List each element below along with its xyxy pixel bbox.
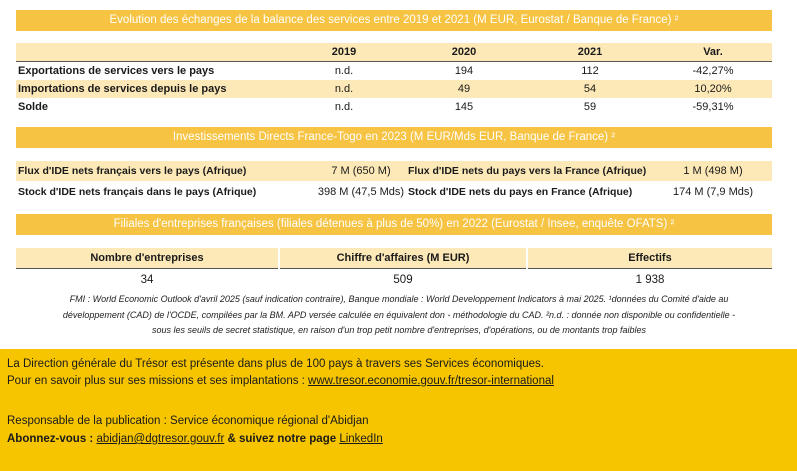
note-line: développement (CAD) de l'OCDE, compilées… xyxy=(62,309,736,320)
footer-more-info: Pour en savoir plus sur ses missions et … xyxy=(7,373,554,390)
ide-row: Stock d'IDE nets français dans le pays (… xyxy=(16,182,772,202)
section3-title: Filiales d'entreprises françaises (filia… xyxy=(16,214,772,235)
ide-label-fr-flux: Flux d'IDE nets français vers le pays (A… xyxy=(18,165,247,177)
note-line: FMI : World Economic Outlook d'avril 202… xyxy=(69,294,729,304)
filiales-header-staff: Effectifs xyxy=(528,248,772,269)
cell-var: 10,20% xyxy=(694,83,732,95)
email-link[interactable]: abidjan@dgtresor.gouv.fr xyxy=(96,433,225,445)
header-2019: 2019 xyxy=(331,46,357,58)
section1-header-row: 2019 2020 2021 Var. xyxy=(16,43,772,62)
follow-label: & suivez notre page xyxy=(224,433,340,445)
cell-var: -42,27% xyxy=(692,65,734,77)
cell-2021: 112 xyxy=(581,65,599,77)
cell-var: -59,31% xyxy=(692,101,734,113)
cell-2021: 54 xyxy=(583,83,597,95)
subscribe-label: Abonnez-vous : xyxy=(7,433,97,445)
tresor-international-link[interactable]: www.tresor.economie.gouv.fr/tresor-inter… xyxy=(308,375,554,387)
footer-subscribe: Abonnez-vous : abidjan@dgtresor.gouv.fr … xyxy=(7,431,383,448)
ide-row: Flux d'IDE nets français vers le pays (A… xyxy=(16,161,772,181)
section2-title: Investissements Directs France-Togo en 2… xyxy=(16,127,772,148)
footer-panel: La Direction générale du Trésor est prés… xyxy=(0,349,797,471)
footer-intro: La Direction générale du Trésor est prés… xyxy=(7,358,544,370)
cell-2019: n.d. xyxy=(334,65,354,77)
header-2020: 2020 xyxy=(451,46,477,58)
cell-2019: n.d. xyxy=(334,101,354,113)
note-line: sous les seuils de secret statistique, e… xyxy=(152,325,646,335)
row-label: Solde xyxy=(18,101,48,113)
filiales-header-revenue: Chiffre d'affaires (M EUR) xyxy=(280,248,526,269)
ide-label-pays-flux: Flux d'IDE nets du pays vers la France (… xyxy=(408,165,647,177)
header-2021: 2021 xyxy=(577,46,603,58)
filiales-value-staff: 1 938 xyxy=(635,274,665,286)
filiales-value-revenue: 509 xyxy=(393,274,413,286)
table-row: Importations de services depuis le pays … xyxy=(16,80,772,98)
table-row: Solde n.d. 145 59 -59,31% xyxy=(16,98,772,116)
cell-2021: 59 xyxy=(583,101,597,113)
filiales-value-count: 34 xyxy=(140,274,154,286)
source-notes: FMI : World Economic Outlook d'avril 202… xyxy=(6,292,792,339)
filiales-header-count: Nombre d'entreprises xyxy=(16,248,278,269)
cell-2020: 145 xyxy=(454,101,474,113)
cell-2020: 49 xyxy=(457,83,471,95)
header-var: Var. xyxy=(703,46,723,58)
cell-2019: n.d. xyxy=(334,83,354,95)
ide-value-fr-stock: 398 M (47,5 Mds) xyxy=(317,186,405,198)
linkedin-link[interactable]: LinkedIn xyxy=(339,433,383,445)
section1-title: Evolution des échanges de la balance des… xyxy=(16,10,772,31)
ide-value-fr-flux: 7 M (650 M) xyxy=(331,165,391,177)
table-row: Exportations de services vers le pays n.… xyxy=(16,62,772,80)
cell-2020: 194 xyxy=(454,65,474,77)
ide-value-pays-stock: 174 M (7,9 Mds) xyxy=(672,186,754,198)
ide-label-fr-stock: Stock d'IDE nets français dans le pays (… xyxy=(18,186,257,198)
footer-publisher: Responsable de la publication : Service … xyxy=(7,415,369,427)
footer-more-info-text: Pour en savoir plus sur ses missions et … xyxy=(7,375,309,387)
row-label: Exportations de services vers le pays xyxy=(18,65,215,77)
row-label: Importations de services depuis le pays xyxy=(18,83,227,95)
ide-label-pays-stock: Stock d'IDE nets du pays en France (Afri… xyxy=(408,186,633,198)
ide-value-pays-flux: 1 M (498 M) xyxy=(683,165,743,177)
